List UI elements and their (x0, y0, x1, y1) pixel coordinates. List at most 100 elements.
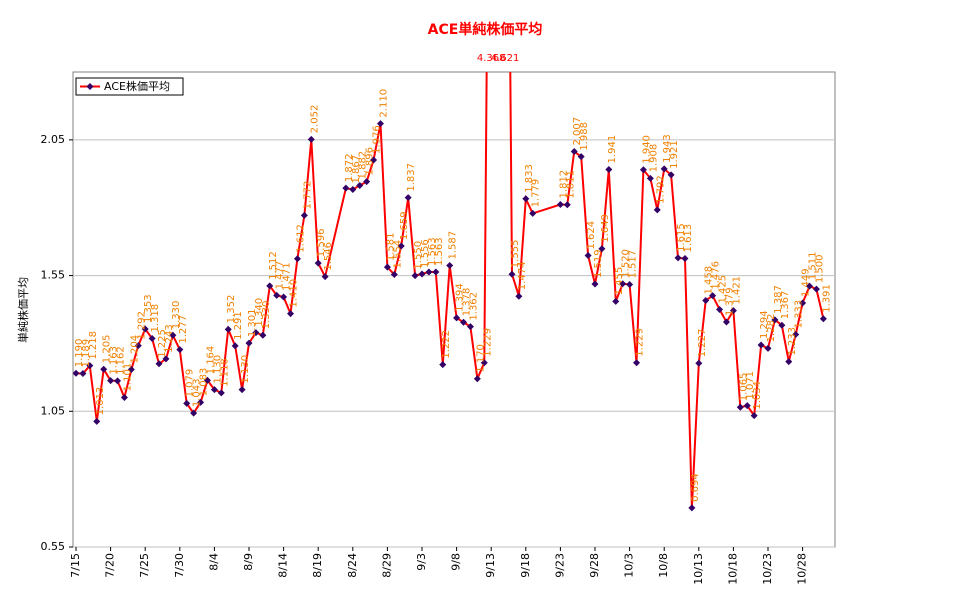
data-point (480, 359, 488, 367)
data-label: 1.421 (731, 276, 742, 305)
data-point (176, 346, 184, 354)
data-label: 1.476 (711, 261, 722, 290)
x-tick-label: 7/15 (69, 553, 82, 578)
data-label: 1.291 (233, 311, 244, 340)
data-point (266, 282, 274, 290)
data-label: 1.277 (178, 315, 189, 344)
data-point (626, 281, 634, 289)
data-point (376, 120, 384, 128)
data-point (432, 268, 440, 276)
data-label: 1.921 (669, 140, 680, 169)
data-label: 4.621 (491, 53, 520, 64)
y-tick-label: 1.05 (41, 404, 66, 417)
data-point (439, 361, 447, 369)
data-point (114, 377, 122, 385)
data-point (86, 362, 94, 370)
data-label: 1.243 (164, 324, 175, 353)
data-point (390, 270, 398, 278)
x-tick-label: 9/3 (415, 553, 428, 571)
data-point (577, 153, 585, 161)
x-tick-label: 9/23 (553, 553, 566, 578)
data-label: 1.394 (455, 283, 466, 312)
data-point (453, 314, 461, 322)
data-point (688, 504, 696, 512)
data-point (231, 342, 239, 350)
data-label: 1.367 (780, 291, 791, 320)
data-point (660, 165, 668, 173)
x-tick-label: 7/30 (173, 553, 186, 578)
data-label: 1.659 (399, 211, 410, 240)
data-label: 1.550 (413, 241, 424, 270)
data-point (155, 360, 163, 368)
data-label: 1.872 (344, 154, 355, 183)
data-label: 1.613 (683, 224, 694, 253)
data-point (446, 262, 454, 270)
data-point (210, 386, 218, 394)
data-label: 1.512 (268, 251, 279, 280)
data-point (563, 201, 571, 209)
data-label: 1.043 (192, 379, 203, 408)
data-point (806, 282, 814, 290)
data-point (667, 171, 675, 179)
data-label: 1.612 (295, 224, 306, 253)
data-point (653, 206, 661, 214)
data-label: 1.379 (724, 287, 735, 316)
data-point (799, 299, 807, 307)
data-point (792, 330, 800, 338)
data-point (598, 245, 606, 253)
data-point (529, 209, 537, 217)
data-point (515, 292, 523, 300)
data-label: 4.368 (477, 53, 506, 64)
data-point (238, 386, 246, 394)
data-label: 1.294 (759, 310, 770, 339)
data-label: 1.079 (185, 369, 196, 398)
data-label: 1.941 (607, 135, 618, 164)
data-point (300, 211, 308, 219)
data-point (460, 318, 468, 326)
data-point (183, 399, 191, 407)
data-point (245, 339, 253, 347)
data-point (120, 393, 128, 401)
legend-label: ACE株価平均 (104, 79, 170, 93)
data-point (522, 195, 530, 203)
data-label: 1.130 (240, 355, 251, 384)
data-label: 1.943 (662, 134, 673, 163)
x-tick-label: 10/23 (761, 553, 774, 585)
data-point (79, 370, 87, 378)
data-point (100, 365, 108, 373)
y-axis-label: 単純株価平均 (16, 277, 30, 343)
data-point (411, 272, 419, 280)
data-label: 1.477 (275, 261, 286, 290)
x-tick-label: 8/29 (380, 553, 393, 578)
data-point (321, 273, 329, 281)
data-point (148, 335, 156, 343)
data-label: 1.517 (628, 250, 639, 279)
data-label: 1.340 (254, 298, 265, 327)
x-tick-label: 8/24 (346, 553, 359, 578)
data-label: 1.837 (406, 163, 417, 192)
x-tick-label: 10/8 (657, 553, 670, 578)
data-point (695, 359, 703, 367)
data-point (307, 135, 315, 143)
data-point (252, 329, 260, 337)
data-point (570, 148, 578, 156)
data-label: 1.189 (81, 339, 92, 368)
data-label: 1.581 (385, 233, 396, 262)
data-point (619, 280, 627, 288)
data-point (314, 259, 322, 267)
data-label: 1.164 (205, 346, 216, 375)
x-tick-label: 7/25 (138, 553, 151, 578)
data-label: 1.792 (655, 175, 666, 204)
data-point (169, 331, 177, 339)
data-point (190, 409, 198, 417)
data-label: 1.229 (635, 328, 646, 357)
data-point (342, 184, 350, 192)
data-label: 1.500 (814, 255, 825, 284)
data-point (370, 156, 378, 164)
data-label: 1.833 (524, 164, 535, 193)
data-label: 1.410 (289, 279, 300, 308)
data-label: 1.378 (462, 288, 473, 317)
data-point (141, 325, 149, 333)
data-label: 1.811 (565, 170, 576, 199)
data-point (812, 285, 820, 293)
